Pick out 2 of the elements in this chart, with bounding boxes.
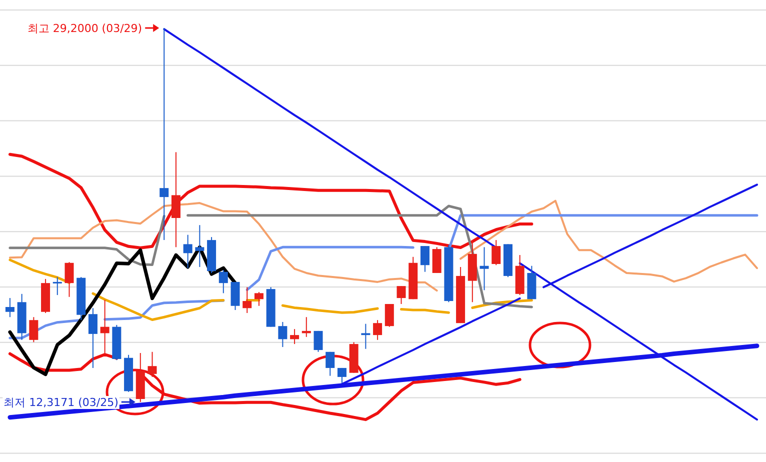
- annotation: 최고 29,2000 (03/29): [27, 22, 142, 35]
- annotation: 최저 12,3171 (03/25): [4, 396, 118, 409]
